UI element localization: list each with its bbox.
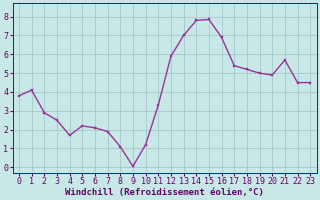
X-axis label: Windchill (Refroidissement éolien,°C): Windchill (Refroidissement éolien,°C) [65,188,264,197]
